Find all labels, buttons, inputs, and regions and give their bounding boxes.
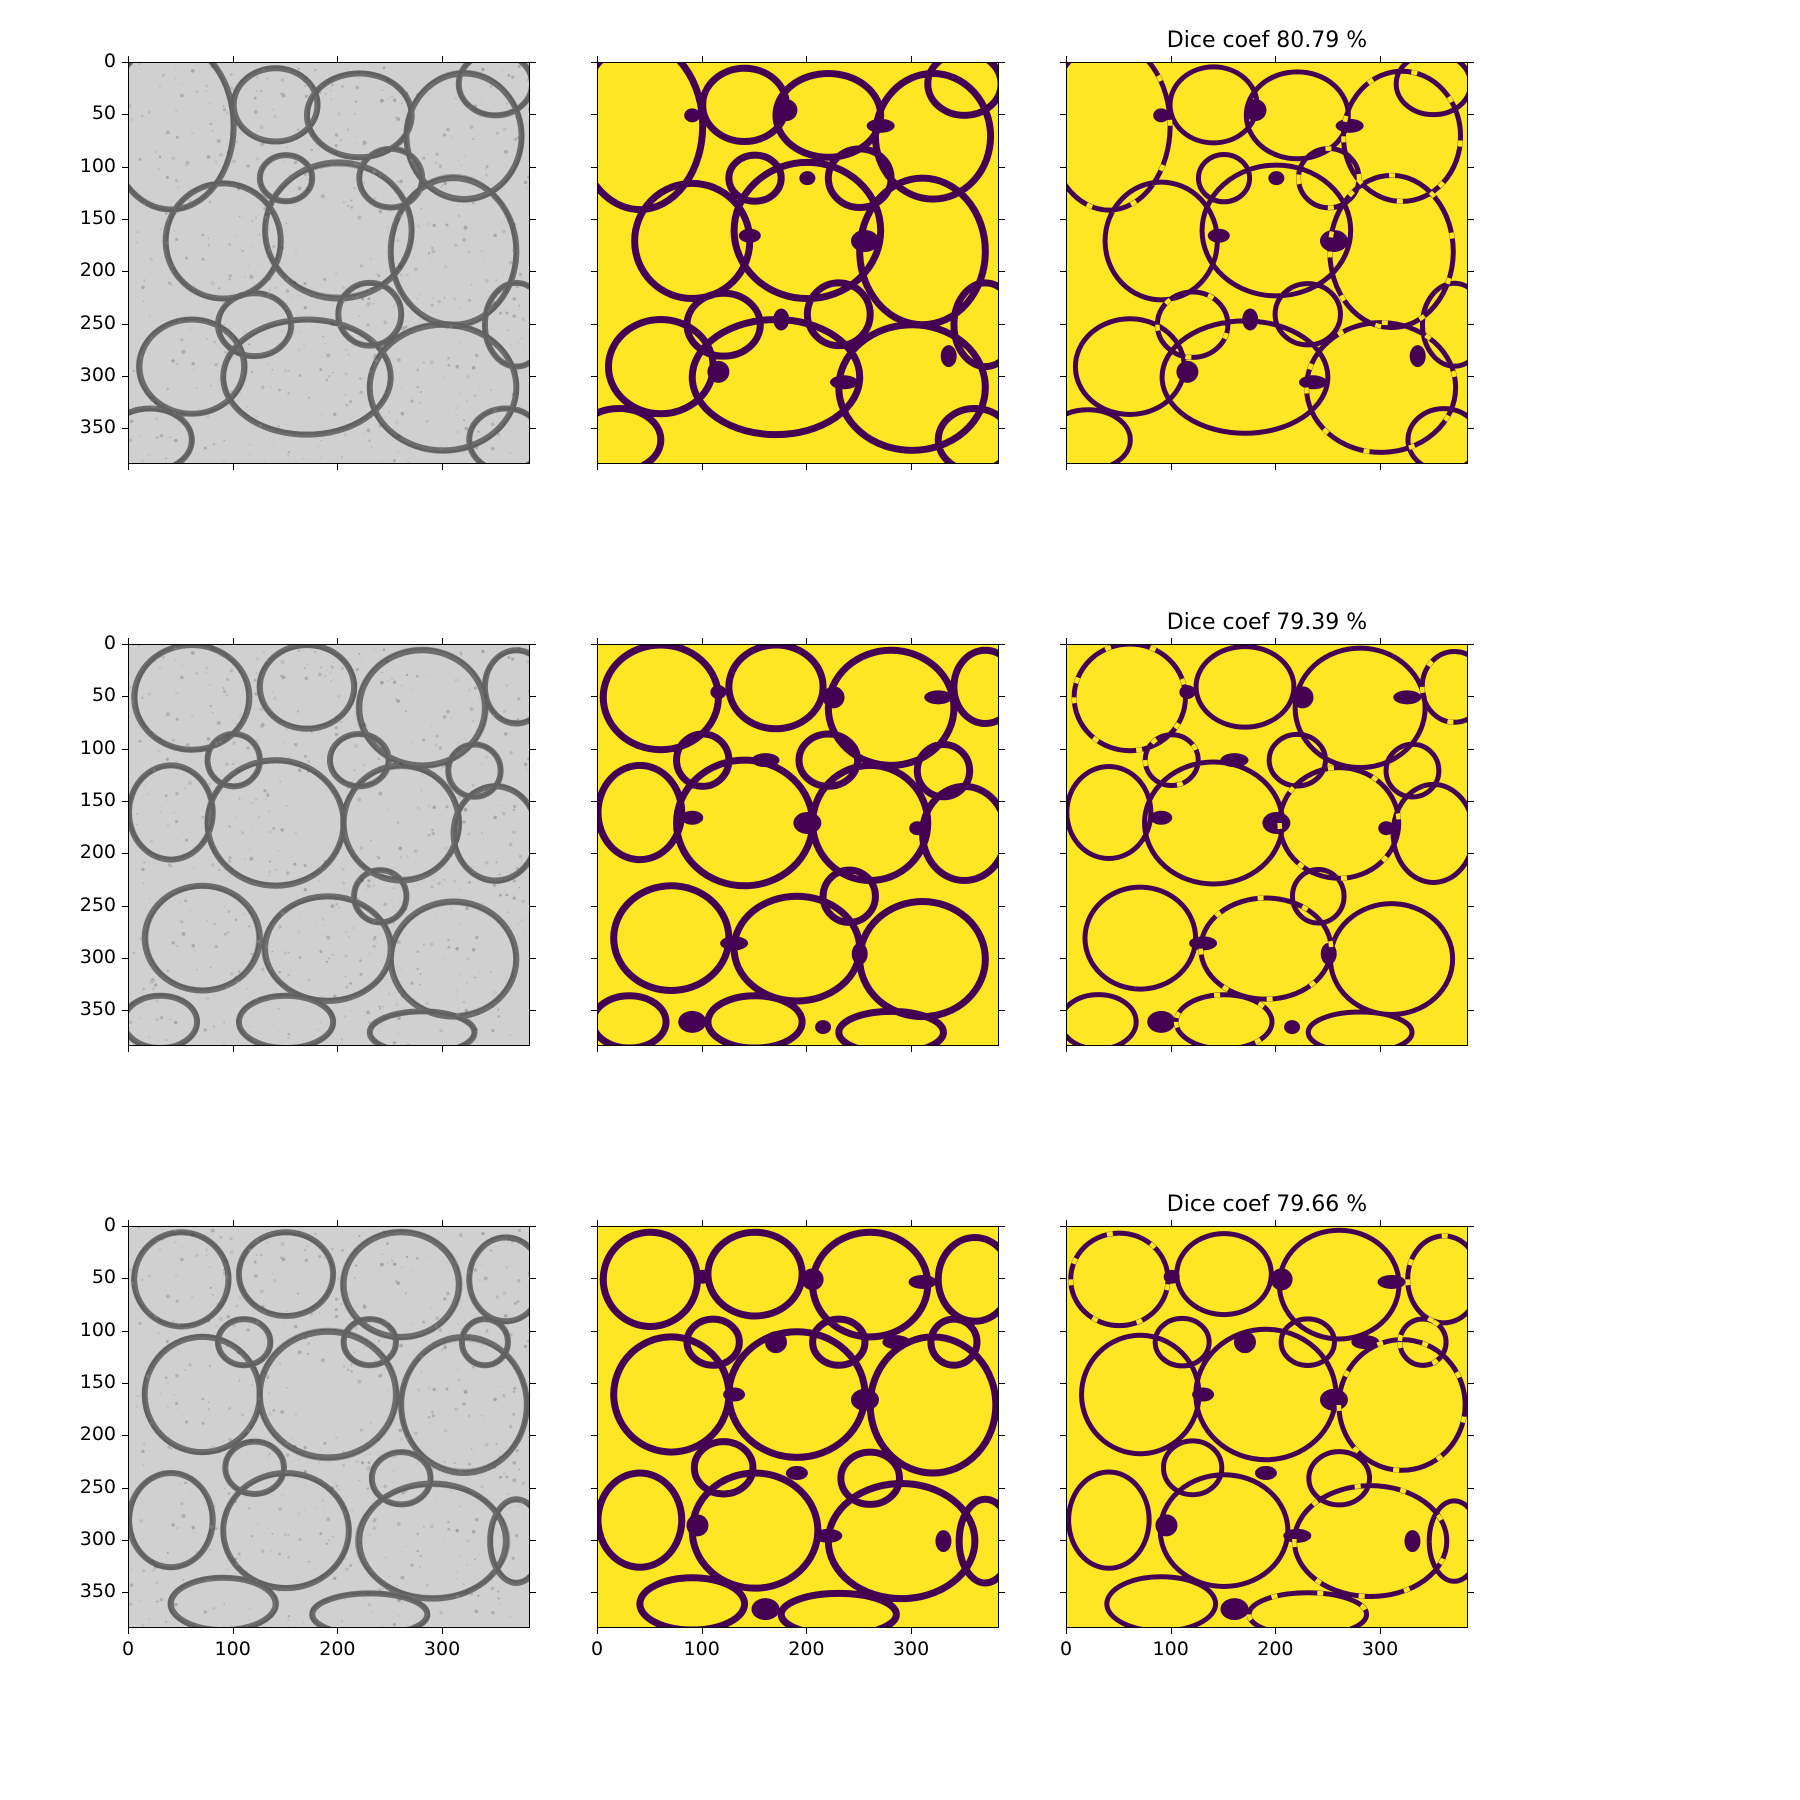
xtick-label: 200 [307,1640,367,1659]
axes-frame [1066,644,1468,1046]
groundtruth-mask [598,1227,999,1628]
panel-r1-c0: 050100150200250300350 [128,644,530,1046]
ytick-label: 250 [56,314,116,333]
xtick-label: 300 [1350,1640,1410,1659]
axes-frame [597,1226,999,1628]
xtick-label: 0 [98,1640,158,1659]
xtick-label: 0 [567,1640,627,1659]
ytick-label: 0 [56,634,116,653]
xtick-label: 300 [881,1640,941,1659]
ytick-label: 150 [56,209,116,228]
xtick-label: 0 [1036,1640,1096,1659]
xtick-label: 100 [672,1640,732,1659]
ytick-label: 100 [56,739,116,758]
axes-frame [597,644,999,1046]
panel-r2-c0: 0501001502002503003500100200300 [128,1226,530,1628]
axes-frame [1066,62,1468,464]
ytick-label: 350 [56,1000,116,1019]
axes-frame [128,1226,530,1628]
ytick-label: 200 [56,261,116,280]
ytick-label: 200 [56,843,116,862]
ytick-label: 150 [56,1373,116,1392]
ytick-label: 0 [56,52,116,71]
panel-r0-c1 [597,62,999,464]
groundtruth-mask [598,645,999,1046]
axes-frame [597,62,999,464]
panel-title: Dice coef 80.79 % [1066,28,1468,53]
panel-title: Dice coef 79.66 % [1066,1192,1468,1217]
ytick-label: 200 [56,1425,116,1444]
ytick-label: 250 [56,1478,116,1497]
ytick-label: 250 [56,896,116,915]
ytick-label: 100 [56,157,116,176]
axes-frame [128,62,530,464]
panel-r2-c2: Dice coef 79.66 %0100200300 [1066,1226,1468,1628]
ytick-label: 50 [56,104,116,123]
ytick-label: 300 [56,948,116,967]
ytick-label: 100 [56,1321,116,1340]
panel-r1-c2: Dice coef 79.39 % [1066,644,1468,1046]
em-image [129,63,530,464]
groundtruth-mask [598,63,999,464]
ytick-label: 150 [56,791,116,810]
em-image [129,645,530,1046]
figure-root: 050100150200250300350Dice coef 80.79 %05… [0,0,1800,1800]
prediction-mask [1067,1227,1468,1628]
ytick-label: 350 [56,418,116,437]
panel-r0-c2: Dice coef 80.79 % [1066,62,1468,464]
prediction-mask [1067,63,1468,464]
ytick-label: 50 [56,1268,116,1287]
panel-r2-c1: 0100200300 [597,1226,999,1628]
xtick-label: 200 [776,1640,836,1659]
axes-frame [128,644,530,1046]
panel-r0-c0: 050100150200250300350 [128,62,530,464]
xtick-label: 100 [1141,1640,1201,1659]
ytick-label: 300 [56,1530,116,1549]
panel-title: Dice coef 79.39 % [1066,610,1468,635]
xtick-label: 100 [203,1640,263,1659]
xtick-label: 300 [412,1640,472,1659]
xtick-label: 200 [1245,1640,1305,1659]
prediction-mask [1067,645,1468,1046]
axes-frame [1066,1226,1468,1628]
ytick-label: 50 [56,686,116,705]
ytick-label: 300 [56,366,116,385]
panel-r1-c1 [597,644,999,1046]
ytick-label: 0 [56,1216,116,1235]
em-image [129,1227,530,1628]
ytick-label: 350 [56,1582,116,1601]
